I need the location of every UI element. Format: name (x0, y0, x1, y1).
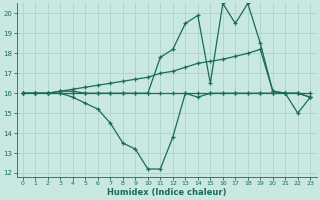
X-axis label: Humidex (Indice chaleur): Humidex (Indice chaleur) (107, 188, 226, 197)
